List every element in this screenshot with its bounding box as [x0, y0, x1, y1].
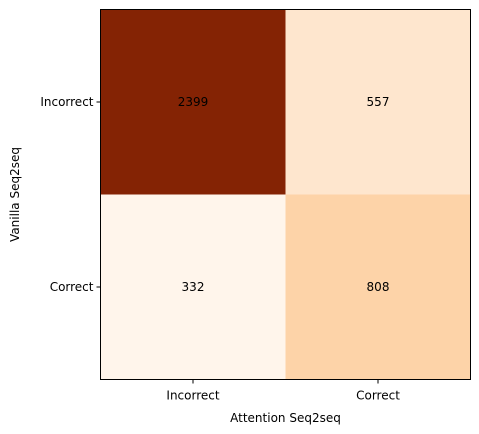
x-axis-label: Attention Seq2seq: [230, 411, 341, 425]
heatmap-cell-labels: 2399 557 332 808: [178, 95, 390, 294]
heatmap-cell-1-0: [100, 194, 286, 380]
x-axis-ticks: Incorrect Correct: [166, 379, 400, 403]
cell-value-label-0-0: 2399: [178, 95, 209, 109]
y-tick-label-1: Correct: [50, 280, 94, 294]
x-tick-label-1: Correct: [356, 389, 400, 403]
y-tick-label-0: Incorrect: [40, 95, 93, 109]
y-axis-ticks: Incorrect Correct: [40, 95, 101, 294]
cell-value-label-0-1: 557: [367, 95, 390, 109]
y-axis-label: Vanilla Seq2seq: [8, 147, 22, 242]
cell-value-label-1-1: 808: [367, 280, 390, 294]
heatmap-cell-0-0: [100, 9, 286, 195]
heatmap-cell-0-1: [285, 9, 471, 195]
plot-frame: [100, 9, 471, 380]
heatmap-cell-1-1: [285, 194, 471, 380]
heatmap-cells: [100, 9, 471, 380]
cell-value-label-1-0: 332: [182, 280, 205, 294]
x-tick-label-0: Incorrect: [166, 389, 219, 403]
